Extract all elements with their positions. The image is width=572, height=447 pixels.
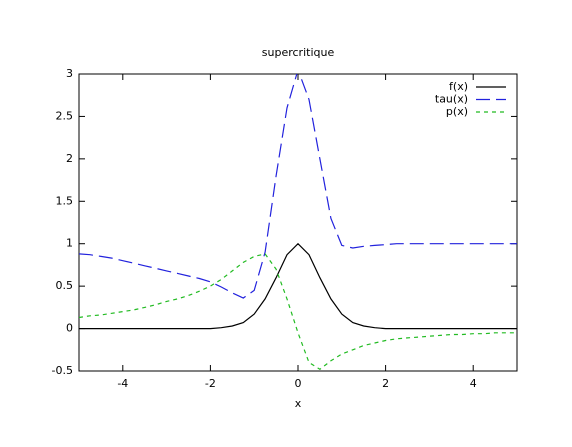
y-tick-label: 2 [66,152,73,165]
y-tick-label: 0.5 [56,279,74,292]
y-tick-label: 3 [66,67,73,80]
x-tick-label: -2 [205,377,216,390]
x-tick-label: 0 [295,377,302,390]
x-axis-label: x [295,397,302,410]
y-tick-label: 0 [66,322,73,335]
y-tick-label: 2.5 [56,109,74,122]
series-line [79,253,517,371]
y-tick-label: 1.5 [56,194,74,207]
y-tick-label: 1 [66,237,73,250]
x-tick-label: 4 [470,377,477,390]
y-tick-label: -0.5 [52,364,73,377]
series-line [79,242,517,330]
chart-title: supercritique [262,46,335,59]
legend-label: p(x) [446,105,468,118]
legend-label: f(x) [449,80,468,93]
x-tick-label: -4 [117,377,128,390]
x-tick-label: 2 [382,377,389,390]
legend-label: tau(x) [435,93,468,106]
